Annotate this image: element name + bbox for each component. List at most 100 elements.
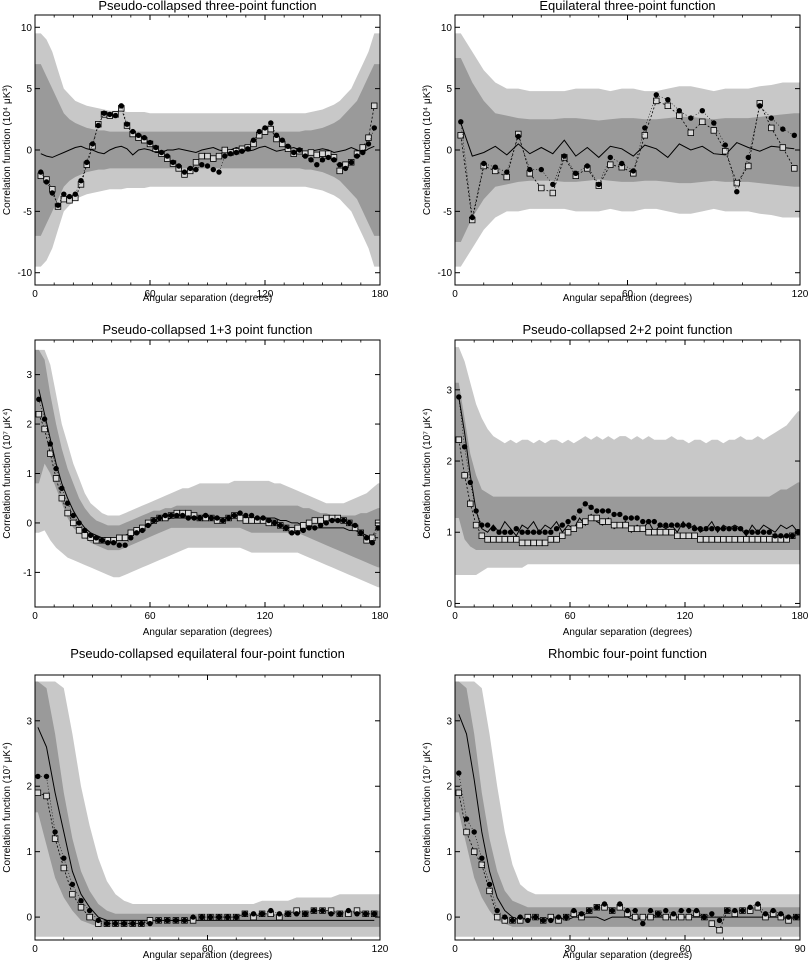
filled-circle-point: [540, 917, 546, 924]
confidence-band: [455, 382, 800, 550]
filled-circle-point: [181, 169, 188, 175]
filled-circle-point: [755, 901, 761, 907]
filled-circle-point: [64, 500, 71, 506]
open-square-point: [81, 532, 88, 539]
open-square-point: [564, 529, 572, 536]
filled-circle-point: [43, 773, 50, 780]
open-square-point: [503, 173, 510, 181]
open-square-point: [185, 509, 192, 517]
filled-circle-point: [155, 917, 162, 924]
open-square-point: [647, 913, 654, 921]
filled-circle-point: [308, 157, 314, 163]
filled-circle-point: [273, 132, 280, 138]
open-square-point: [486, 887, 493, 895]
open-square-point: [722, 147, 729, 155]
filled-circle-point: [328, 911, 334, 917]
filled-circle-point: [496, 529, 502, 535]
filled-circle-point: [596, 181, 602, 188]
filled-circle-point: [285, 911, 291, 917]
filled-circle-point: [686, 907, 692, 914]
filled-circle-point: [135, 132, 142, 138]
filled-circle-point: [260, 515, 266, 521]
filled-circle-point: [703, 526, 709, 532]
filled-circle-point: [582, 501, 588, 507]
open-square-point: [685, 913, 692, 921]
filled-circle-point: [207, 914, 214, 920]
filled-circle-point: [266, 517, 272, 524]
filled-circle-point: [36, 396, 42, 402]
filled-circle-point: [78, 178, 84, 184]
open-square-point: [484, 536, 491, 543]
filled-circle-point: [628, 515, 634, 521]
open-square-point: [639, 525, 646, 532]
x-tick-label: 0: [452, 289, 458, 300]
open-square-point: [210, 155, 217, 162]
x-tick-label: 0: [32, 611, 38, 622]
open-square-point: [60, 195, 67, 203]
filled-circle-point: [61, 855, 67, 861]
open-square-point: [41, 425, 48, 433]
open-square-point: [687, 129, 694, 136]
open-square-point: [685, 532, 692, 539]
filled-circle-point: [755, 529, 761, 535]
filled-circle-point: [609, 907, 615, 914]
open-square-point: [731, 536, 738, 543]
filled-circle-point: [699, 108, 705, 114]
y-tick-label: 0: [26, 146, 32, 157]
open-square-point: [507, 536, 514, 543]
open-square-point: [472, 521, 480, 529]
open-square-point: [70, 519, 77, 527]
filled-circle-point: [553, 526, 560, 532]
filled-circle-point: [268, 120, 274, 126]
open-square-point: [490, 536, 497, 543]
open-square-point: [267, 125, 274, 133]
open-square-point: [587, 514, 595, 522]
filled-circle-point: [519, 529, 525, 535]
filled-circle-point: [456, 770, 462, 776]
x-tick-label: 60: [679, 944, 691, 955]
open-square-point: [645, 529, 652, 536]
filled-circle-point: [348, 159, 354, 165]
filled-circle-point: [363, 535, 370, 541]
x-tick-label: 180: [372, 611, 389, 622]
x-axis-label: Angular separation (degrees): [143, 627, 273, 638]
filled-circle-point: [168, 512, 174, 519]
plot-area: [455, 33, 800, 267]
open-square-point: [653, 97, 660, 105]
x-tick-label: 60: [144, 611, 156, 622]
filled-circle-point: [116, 542, 123, 548]
open-square-point: [457, 132, 464, 139]
open-square-point: [720, 536, 727, 543]
filled-circle-point: [104, 920, 110, 927]
filled-circle-point: [697, 526, 703, 532]
open-square-point: [599, 518, 606, 525]
filled-circle-point: [504, 169, 510, 175]
filled-circle-point: [227, 151, 234, 157]
filled-circle-point: [732, 907, 738, 914]
x-tick-label: 180: [792, 611, 809, 622]
y-tick-label: 1: [26, 469, 32, 480]
mean-line: [460, 122, 795, 159]
panel-title: Pseudo-collapsed equilateral four-point …: [70, 646, 345, 661]
open-square-point: [467, 500, 474, 507]
filled-circle-point: [248, 512, 255, 519]
filled-circle-point: [565, 518, 571, 525]
open-square-point: [710, 127, 717, 134]
open-square-point: [307, 149, 315, 156]
open-square-point: [549, 189, 556, 197]
filled-circle-point: [709, 526, 715, 532]
filled-circle-point: [471, 829, 477, 835]
filled-circle-point: [778, 533, 784, 539]
filled-circle-point: [179, 512, 186, 519]
y-axis-label: Correlation function (10⁷ μK⁴): [2, 408, 13, 538]
open-square-point: [616, 521, 623, 529]
open-square-point: [768, 124, 775, 132]
y-tick-label: -5: [443, 207, 452, 218]
filled-circle-point: [283, 525, 289, 531]
confidence-band: [455, 681, 800, 927]
y-tick-label: 0: [26, 913, 32, 924]
open-square-point: [662, 529, 669, 536]
panel-title: Equilateral three-point function: [539, 0, 715, 13]
filled-circle-point: [362, 911, 369, 917]
filled-circle-point: [256, 128, 262, 135]
